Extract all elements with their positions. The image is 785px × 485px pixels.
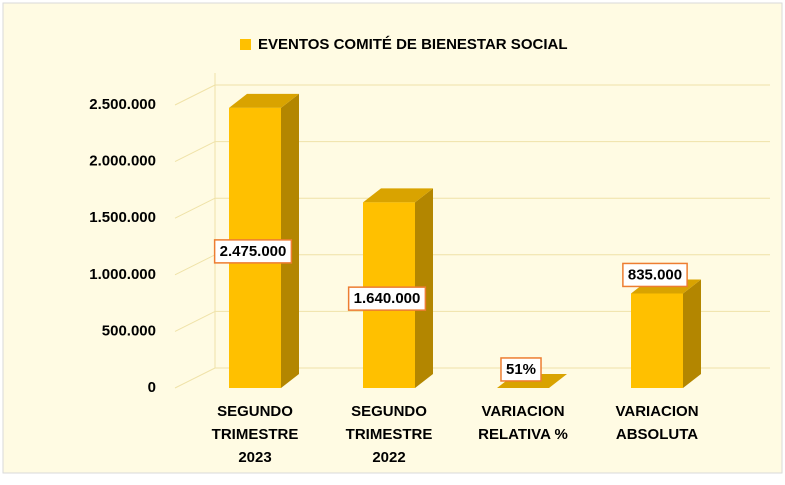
x-tick-label: VARIACION RELATIVA % bbox=[478, 403, 568, 443]
grid-line bbox=[174, 310, 216, 332]
y-tick-label: 0 bbox=[148, 379, 156, 396]
bar-top bbox=[229, 93, 299, 108]
legend-swatch bbox=[240, 39, 251, 50]
data-label: 2.475.000 bbox=[220, 243, 287, 260]
x-tick-label: VARIACION ABSOLUTA bbox=[615, 403, 699, 443]
grid-line bbox=[174, 367, 216, 389]
bar-side bbox=[683, 279, 701, 388]
data-label: 1.640.000 bbox=[354, 290, 421, 307]
data-label-box bbox=[500, 357, 542, 382]
x-tick-label: SEGUNDO TRIMESTRE 2022 bbox=[345, 403, 433, 466]
y-tick-label: 1.500.000 bbox=[89, 209, 156, 226]
y-tick-label: 1.000.000 bbox=[89, 266, 156, 283]
grid-line bbox=[174, 84, 216, 106]
bar bbox=[631, 293, 683, 388]
grid-line bbox=[174, 197, 216, 219]
data-label-box bbox=[213, 239, 293, 264]
bar-top bbox=[363, 188, 433, 203]
data-label: 835.000 bbox=[628, 266, 682, 283]
y-tick-label: 2.000.000 bbox=[89, 153, 156, 170]
y-tick-label: 2.500.000 bbox=[89, 96, 156, 113]
data-label-box bbox=[622, 262, 688, 288]
data-label-box bbox=[347, 286, 427, 311]
grid-line bbox=[174, 141, 216, 163]
y-tick-label: 500.000 bbox=[102, 322, 156, 339]
bar-side bbox=[549, 373, 567, 388]
data-label: 51% bbox=[506, 361, 536, 378]
legend-label: EVENTOS COMITÉ DE BIENESTAR SOCIAL bbox=[258, 36, 567, 53]
grid-line bbox=[174, 254, 216, 276]
x-tick-label: SEGUNDO TRIMESTRE 2023 bbox=[211, 403, 299, 466]
